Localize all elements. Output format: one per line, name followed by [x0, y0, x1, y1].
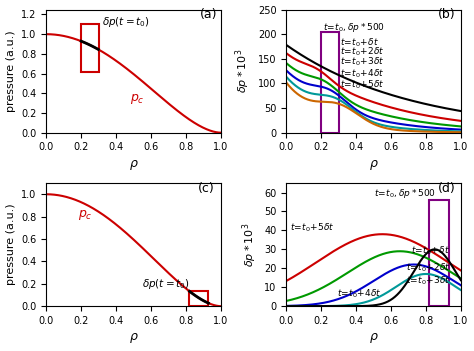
- Y-axis label: pressure (a.u.): pressure (a.u.): [6, 30, 16, 112]
- Text: $t\!=\!t_0,\delta p*500$: $t\!=\!t_0,\delta p*500$: [323, 21, 385, 34]
- X-axis label: $\rho$: $\rho$: [128, 331, 138, 345]
- Text: $p_c$: $p_c$: [78, 208, 92, 221]
- Text: $t\!=\!t_0\!+\!\delta t$: $t\!=\!t_0\!+\!\delta t$: [411, 244, 450, 257]
- Text: (c): (c): [198, 182, 215, 195]
- Text: $p_c$: $p_c$: [130, 92, 145, 106]
- X-axis label: $\rho$: $\rho$: [369, 158, 378, 172]
- Text: $t\!=\!t_0\!+\!\delta t$: $t\!=\!t_0\!+\!\delta t$: [340, 36, 379, 48]
- Text: $t\!=\!t_0\!+\!4\delta t$: $t\!=\!t_0\!+\!4\delta t$: [340, 67, 385, 80]
- Y-axis label: $\delta p*10^3$: $\delta p*10^3$: [234, 49, 253, 93]
- Text: $\delta p(t=t_0)$: $\delta p(t=t_0)$: [102, 15, 150, 29]
- Bar: [81, 24, 99, 72]
- Text: (b): (b): [438, 8, 456, 21]
- Text: $t\!=\!t_0\!+\!3\delta t$: $t\!=\!t_0\!+\!3\delta t$: [406, 274, 450, 287]
- Text: $\delta p(t=t_0)$: $\delta p(t=t_0)$: [142, 277, 190, 291]
- Bar: [321, 32, 339, 133]
- X-axis label: $\rho$: $\rho$: [128, 158, 138, 172]
- Text: $t\!=\!t_0\!+\!4\delta t$: $t\!=\!t_0\!+\!4\delta t$: [337, 288, 382, 300]
- Text: $t\!=\!t_0\!+\!2\delta t$: $t\!=\!t_0\!+\!2\delta t$: [406, 261, 450, 274]
- Bar: [429, 200, 448, 306]
- Text: (a): (a): [200, 8, 217, 21]
- X-axis label: $\rho$: $\rho$: [369, 331, 378, 345]
- Text: $t\!=\!t_0\!+\!5\delta t$: $t\!=\!t_0\!+\!5\delta t$: [290, 221, 335, 234]
- Y-axis label: pressure (a.u.): pressure (a.u.): [6, 204, 16, 285]
- Text: $t\!=\!t_0,\delta p*500$: $t\!=\!t_0,\delta p*500$: [374, 187, 436, 200]
- Text: $t\!=\!t_0\!+\!2\delta t$: $t\!=\!t_0\!+\!2\delta t$: [340, 46, 385, 58]
- Text: (d): (d): [438, 182, 456, 195]
- Y-axis label: $\delta p*10^3$: $\delta p*10^3$: [240, 223, 259, 267]
- Text: $t\!=\!t_0\!+\!5\delta t$: $t\!=\!t_0\!+\!5\delta t$: [340, 78, 385, 91]
- Text: $t\!=\!t_0\!+\!3\delta t$: $t\!=\!t_0\!+\!3\delta t$: [340, 56, 385, 68]
- Bar: [189, 291, 209, 306]
